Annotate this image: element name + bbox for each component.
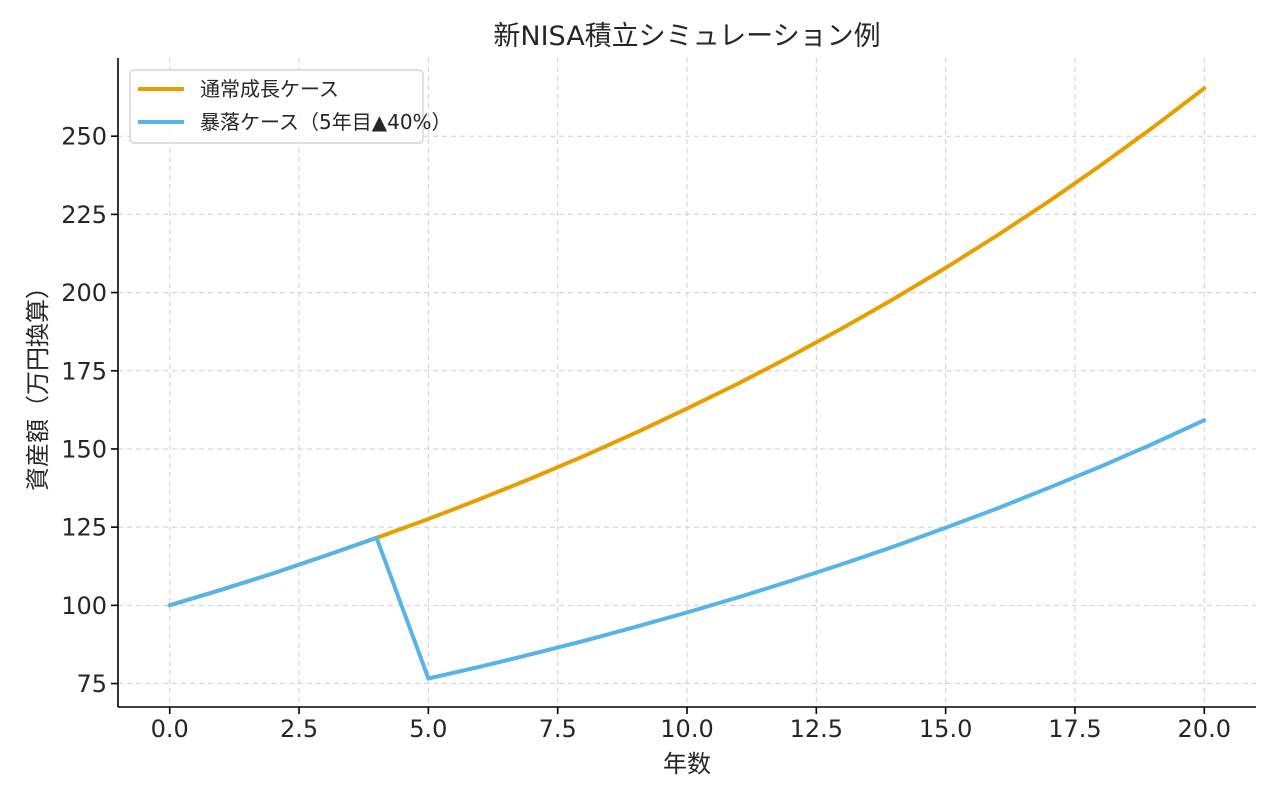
legend-box: [129, 69, 424, 144]
y-tick-label: 75: [76, 670, 107, 698]
x-tick-label: 12.5: [790, 715, 843, 743]
y-tick-label: 225: [61, 201, 107, 229]
x-tick-label: 7.5: [539, 715, 577, 743]
x-tick-label: 0.0: [151, 715, 189, 743]
x-tick-label: 20.0: [1178, 715, 1231, 743]
chart-title: 新NISA積立シミュレーション例: [493, 21, 880, 52]
grid: [118, 58, 1256, 707]
x-tick-label: 15.0: [919, 715, 972, 743]
x-ticks: 0.0 2.5 5.0 7.5 10.0 12.5 15.0 17.5 20.0: [151, 707, 1231, 743]
x-tick-label: 10.0: [660, 715, 713, 743]
y-tick-label: 150: [61, 435, 107, 463]
y-tick-label: 200: [61, 279, 107, 307]
series-line-crash: [167, 418, 1207, 681]
x-tick-label: 17.5: [1048, 715, 1101, 743]
y-axis-label: 資産額（万円換算）: [24, 275, 52, 491]
y-tick-label: 100: [61, 592, 107, 620]
x-axis-label: 年数: [663, 750, 711, 778]
x-tick-label: 5.0: [409, 715, 447, 743]
y-tick-label: 175: [61, 357, 107, 385]
y-ticks: 75 100 125 150 175 200 225 250: [61, 123, 118, 698]
y-tick-label: 125: [61, 514, 107, 542]
legend: 通常成長ケース 暴落ケース（5年目▲40%）: [129, 69, 452, 144]
legend-label-normal: 通常成長ケース: [200, 77, 339, 101]
x-tick-label: 2.5: [280, 715, 318, 743]
y-tick-label: 250: [61, 123, 107, 151]
legend-label-crash: 暴落ケース（5年目▲40%）: [200, 110, 452, 134]
series-lines: [167, 86, 1207, 681]
